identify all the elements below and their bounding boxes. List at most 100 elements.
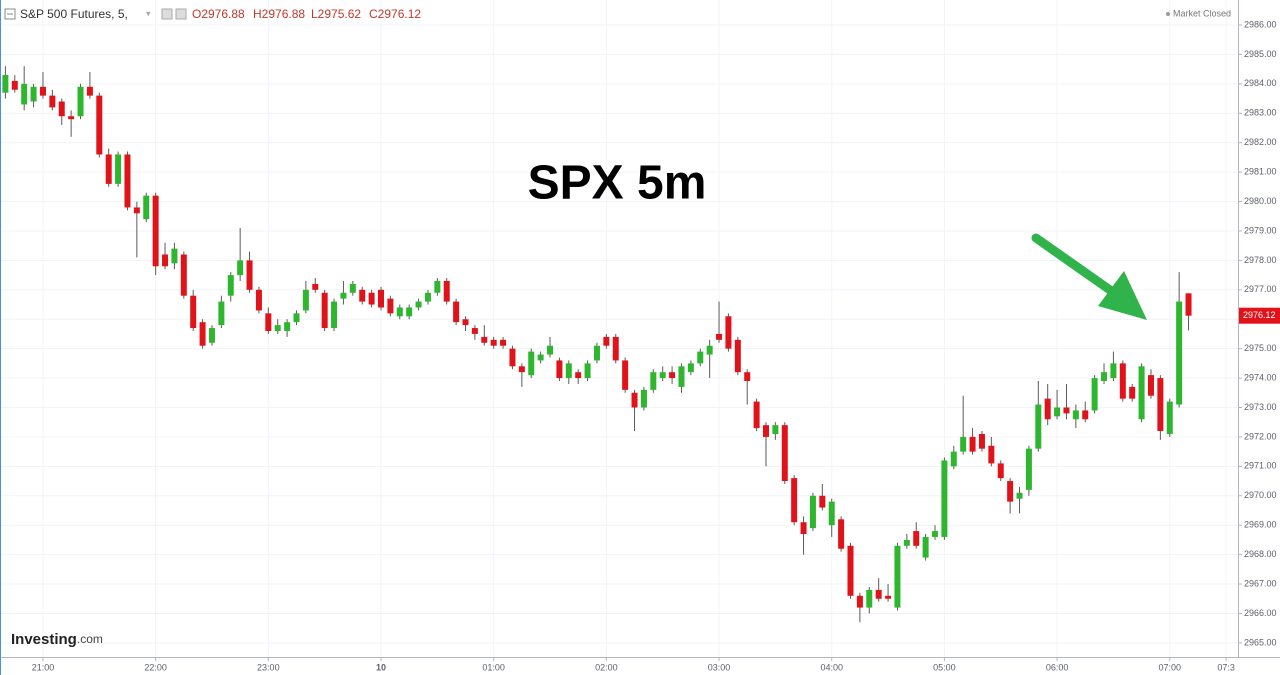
candle-body <box>950 451 957 467</box>
candle-body <box>96 95 103 155</box>
candle-body <box>669 372 676 379</box>
price-tag-group: 2976.12 <box>1239 307 1280 324</box>
candle-body <box>828 501 835 526</box>
candle-body <box>424 292 431 302</box>
y-tick-label: 2969.00 <box>1244 520 1277 530</box>
candle-body <box>678 366 685 387</box>
candle-body <box>866 589 873 608</box>
y-tick-label: 2970.00 <box>1244 490 1277 500</box>
y-tick-label: 2982.00 <box>1244 137 1277 147</box>
candle-body <box>556 360 563 379</box>
dropdown[interactable]: ▾ <box>146 8 151 18</box>
brand-suffix: .com <box>77 632 103 646</box>
candle-body <box>528 351 535 376</box>
candle-body <box>978 433 985 449</box>
chart-title: SPX 5m <box>528 157 707 210</box>
candle-body <box>575 372 582 379</box>
candle-body <box>133 207 140 214</box>
candle-body <box>1007 481 1014 502</box>
x-tick-label: 23:00 <box>257 662 280 672</box>
candle-body <box>115 154 122 184</box>
y-tick-label: 2986.00 <box>1244 19 1277 29</box>
x-tick-label: 03:00 <box>708 662 731 672</box>
candle-body <box>1166 401 1173 434</box>
candle-body <box>725 316 732 349</box>
annotation-arrow-shaft <box>1031 233 1115 295</box>
candle-body <box>640 389 647 408</box>
candle-body <box>584 363 591 379</box>
candle-body <box>190 295 197 329</box>
candle-body <box>302 289 309 311</box>
candle-body <box>68 116 75 120</box>
candle-body <box>744 372 751 382</box>
collapse-icon[interactable] <box>4 8 16 20</box>
candle-body <box>481 336 488 343</box>
market-status: Market Closed <box>1173 8 1231 18</box>
ohlc-open: O2976.88 <box>192 7 245 21</box>
candle-body <box>443 280 450 302</box>
y-tick-label: 2968.00 <box>1244 549 1277 559</box>
candle-body <box>1082 410 1089 420</box>
candle-body <box>58 101 65 117</box>
candle-body <box>434 280 441 293</box>
candle-body <box>997 463 1004 479</box>
candle-body <box>265 313 272 332</box>
y-tick-label: 2985.00 <box>1244 49 1277 59</box>
candle-body <box>706 345 713 355</box>
y-tick-label: 2981.00 <box>1244 166 1277 176</box>
candle-body <box>1101 372 1108 382</box>
y-tick-label: 2972.00 <box>1244 431 1277 441</box>
candle-body <box>537 354 544 361</box>
candle-body <box>903 539 910 546</box>
candle-body <box>331 301 338 329</box>
candle-body <box>1025 448 1032 490</box>
candle-body <box>734 339 741 373</box>
candle-body <box>1091 378 1098 411</box>
candle-body <box>378 289 384 308</box>
candle-body <box>490 339 497 346</box>
candle-body <box>1063 407 1070 414</box>
y-tick-label: 2978.00 <box>1244 255 1277 265</box>
close-icon[interactable] <box>175 8 187 20</box>
candle-body <box>21 83 28 105</box>
ohlc-high: H2976.88 <box>253 7 305 21</box>
x-tick-label: 01:00 <box>482 662 505 672</box>
candle-body <box>1176 301 1183 405</box>
candle-body <box>415 301 422 308</box>
candle-body <box>1072 410 1079 420</box>
y-tick-label: 2965.00 <box>1244 637 1277 647</box>
y-tick-label: 2975.00 <box>1244 343 1277 353</box>
candle-body <box>340 292 347 299</box>
y-tick-label: 2979.00 <box>1244 225 1277 235</box>
candle-body <box>856 595 863 608</box>
x-tick-label: 06:00 <box>1046 662 1069 672</box>
candle-body <box>697 351 704 364</box>
candle-body <box>631 392 638 408</box>
candle-body <box>368 292 375 305</box>
brand: Investing.com <box>11 631 103 648</box>
candle-body <box>593 345 600 361</box>
candle-body <box>274 325 281 332</box>
candle-body <box>800 522 807 535</box>
candle-body <box>753 401 760 429</box>
candle-body <box>1119 363 1126 399</box>
candle-body <box>781 425 788 482</box>
y-tick-label: 2967.00 <box>1244 578 1277 588</box>
candle-body <box>293 313 300 323</box>
candle-body <box>49 95 56 108</box>
candle-body <box>922 536 929 558</box>
candle-body <box>819 495 826 508</box>
candle-body <box>218 301 225 326</box>
y-tick-label: 2980.00 <box>1244 196 1277 206</box>
candle-body <box>894 545 901 608</box>
candle-body <box>227 275 234 296</box>
settings-icon[interactable] <box>161 8 173 20</box>
candle-body <box>622 360 629 390</box>
candle-body <box>255 289 262 311</box>
candle-body <box>847 545 854 596</box>
candle-body <box>162 254 169 267</box>
y-tick-label: 2966.00 <box>1244 608 1277 618</box>
candle-body <box>809 495 816 529</box>
